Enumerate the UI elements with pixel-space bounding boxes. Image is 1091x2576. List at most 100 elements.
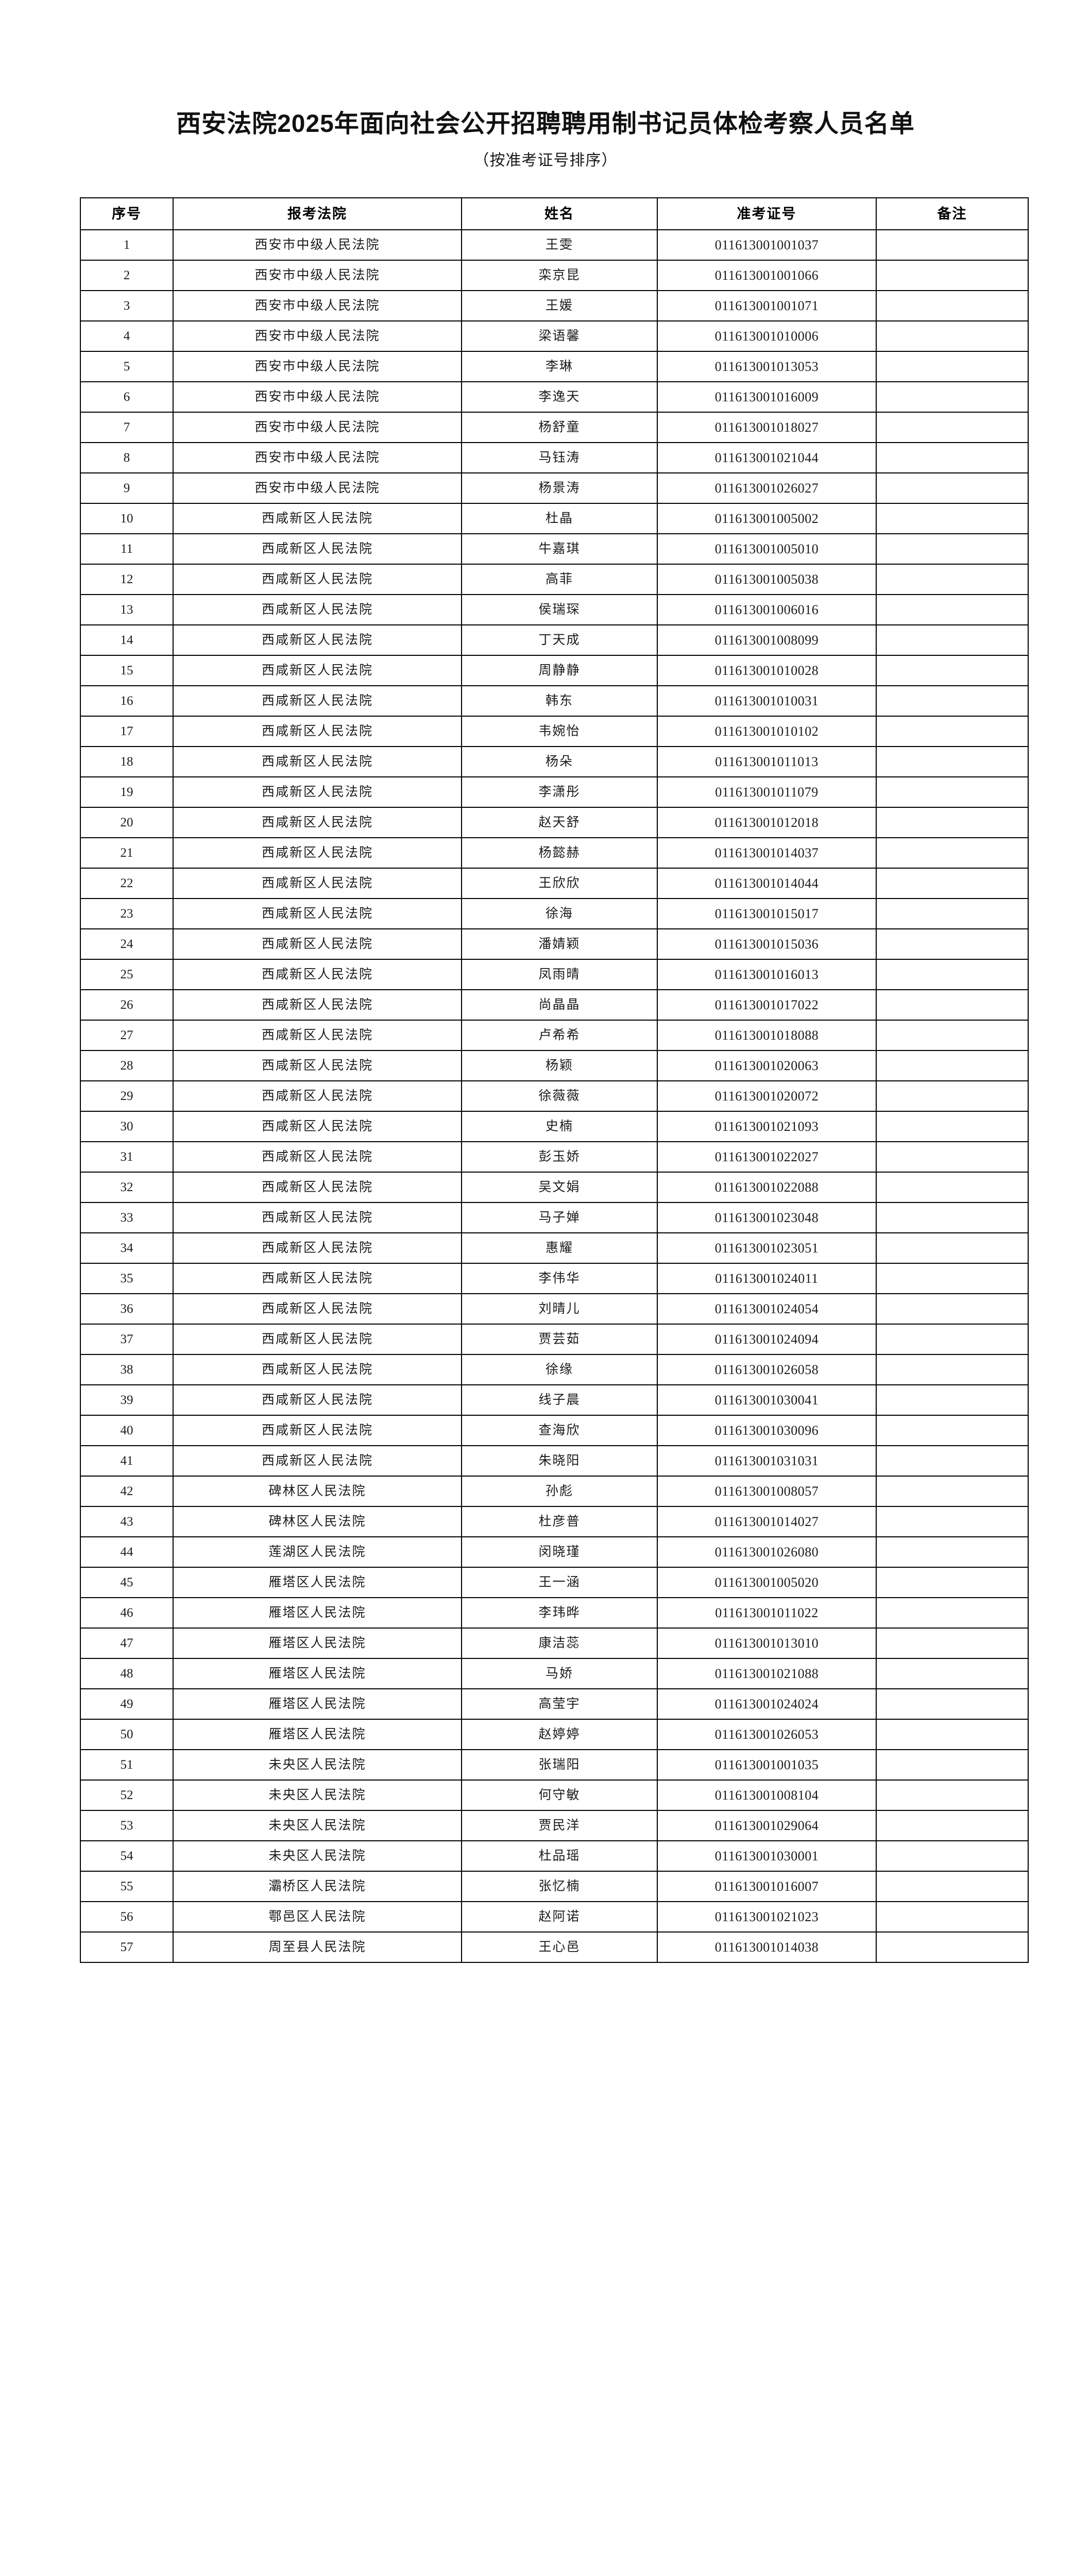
cell-court: 西安市中级人民法院 [173,290,462,321]
cell-remark [876,594,1029,625]
cell-index: 12 [80,563,174,595]
cell-court: 西咸新区人民法院 [173,685,462,717]
cell-index: 33 [80,1201,174,1233]
cell-ticket: 011613001008104 [657,1779,877,1811]
cell-ticket: 011613001030041 [657,1384,877,1416]
cell-court: 雁塔区人民法院 [173,1597,462,1629]
cell-court: 西咸新区人民法院 [173,715,462,747]
table-row: 17 西咸新区人民法院 韦婉怡 011613001010102 [80,715,1029,747]
cell-remark [876,259,1029,291]
table-row: 47 雁塔区人民法院 康洁蕊 011613001013010 [80,1627,1029,1659]
table-row: 24 西咸新区人民法院 潘婧颖 011613001015036 [80,928,1029,960]
table-row: 39 西咸新区人民法院 线子晨 011613001030041 [80,1384,1029,1416]
cell-name: 牛嘉琪 [461,533,658,565]
table-row: 3 西安市中级人民法院 王媛 011613001001071 [80,290,1029,321]
cell-court: 西安市中级人民法院 [173,320,462,352]
table-row: 14 西咸新区人民法院 丁天成 011613001008099 [80,624,1029,656]
table-row: 44 莲湖区人民法院 闵晓瑾 011613001026080 [80,1536,1029,1568]
cell-name: 徐缘 [461,1353,658,1385]
cell-ticket: 011613001001037 [657,229,877,261]
cell-ticket: 011613001001071 [657,290,877,321]
table-row: 5 西安市中级人民法院 李琳 011613001013053 [80,350,1029,382]
table-row: 34 西咸新区人民法院 惠耀 011613001023051 [80,1232,1029,1264]
document-header: 西安法院2025年面向社会公开招聘聘用制书记员体检考察人员名单 （按准考证号排序… [0,0,1091,171]
cell-court: 雁塔区人民法院 [173,1627,462,1659]
cell-remark [876,1475,1029,1507]
cell-index: 14 [80,624,174,656]
cell-name: 杨懿赫 [461,837,658,869]
cell-index: 19 [80,776,174,808]
cell-index: 49 [80,1688,174,1720]
cell-ticket: 011613001024024 [657,1688,877,1720]
cell-index: 39 [80,1384,174,1416]
cell-name: 李琳 [461,350,658,382]
cell-remark [876,290,1029,321]
cell-ticket: 011613001010031 [657,685,877,717]
cell-ticket: 011613001013053 [657,350,877,382]
cell-index: 11 [80,533,174,565]
table-row: 54 未央区人民法院 杜品瑶 011613001030001 [80,1840,1029,1872]
cell-ticket: 011613001030001 [657,1840,877,1872]
cell-remark [876,1323,1029,1355]
cell-ticket: 011613001026080 [657,1536,877,1568]
cell-ticket: 011613001001035 [657,1749,877,1781]
cell-court: 西咸新区人民法院 [173,1171,462,1203]
table-row: 56 鄠邑区人民法院 赵阿诺 011613001021023 [80,1901,1029,1933]
cell-ticket: 011613001006016 [657,594,877,625]
cell-remark [876,958,1029,990]
roster-table-container: 序号 报考法院 姓名 准考证号 备注 1 西安市中级人民法院 王雯 011613001… [0,197,1091,1963]
cell-remark [876,806,1029,838]
column-header-index: 序号 [80,197,174,230]
cell-ticket: 011613001023048 [657,1201,877,1233]
cell-index: 44 [80,1536,174,1568]
cell-name: 王心邑 [461,1931,658,1963]
table-row: 13 西咸新区人民法院 侯瑞琛 011613001006016 [80,594,1029,625]
cell-name: 韩东 [461,685,658,717]
cell-court: 西咸新区人民法院 [173,1293,462,1325]
cell-ticket: 011613001018088 [657,1019,877,1051]
cell-court: 西咸新区人民法院 [173,1080,462,1112]
cell-index: 13 [80,594,174,625]
cell-remark [876,745,1029,777]
cell-remark [876,411,1029,443]
cell-index: 41 [80,1445,174,1477]
cell-remark [876,1688,1029,1720]
cell-name: 梁语馨 [461,320,658,352]
cell-ticket: 011613001029064 [657,1809,877,1841]
table-header-row: 序号 报考法院 姓名 准考证号 备注 [80,197,1029,230]
cell-name: 张瑞阳 [461,1749,658,1781]
column-header-court: 报考法院 [173,197,462,230]
cell-court: 周至县人民法院 [173,1931,462,1963]
cell-index: 21 [80,837,174,869]
cell-remark [876,867,1029,899]
cell-court: 西咸新区人民法院 [173,897,462,929]
table-row: 4 西安市中级人民法院 梁语馨 011613001010006 [80,320,1029,352]
cell-name: 何守敏 [461,1779,658,1811]
cell-name: 张忆楠 [461,1870,658,1902]
cell-name: 徐薇薇 [461,1080,658,1112]
cell-court: 西咸新区人民法院 [173,533,462,565]
table-body: 1 西安市中级人民法院 王雯 011613001001037 2 西安市中级人民法院 栾京昆… [80,229,1029,1963]
table-row: 50 雁塔区人民法院 赵婷婷 011613001026053 [80,1718,1029,1750]
cell-name: 吴文娟 [461,1171,658,1203]
cell-remark [876,1384,1029,1416]
cell-remark [876,654,1029,686]
cell-name: 王欣欣 [461,867,658,899]
cell-name: 杨颖 [461,1049,658,1081]
cell-court: 西咸新区人民法院 [173,1141,462,1173]
cell-remark [876,1566,1029,1598]
table-row: 11 西咸新区人民法院 牛嘉琪 011613001005010 [80,533,1029,565]
cell-remark [876,229,1029,261]
cell-court: 灞桥区人民法院 [173,1870,462,1902]
cell-court: 西咸新区人民法院 [173,1049,462,1081]
table-row: 21 西咸新区人民法院 杨懿赫 011613001014037 [80,837,1029,869]
cell-ticket: 011613001014038 [657,1931,877,1963]
table-row: 33 西咸新区人民法院 马子婵 011613001023048 [80,1201,1029,1233]
cell-remark [876,1779,1029,1811]
cell-index: 24 [80,928,174,960]
cell-court: 西咸新区人民法院 [173,1262,462,1294]
table-row: 42 碑林区人民法院 孙彪 011613001008057 [80,1475,1029,1507]
cell-name: 贾芸茹 [461,1323,658,1355]
table-row: 57 周至县人民法院 王心邑 011613001014038 [80,1931,1029,1963]
table-row: 38 西咸新区人民法院 徐缘 011613001026058 [80,1353,1029,1385]
